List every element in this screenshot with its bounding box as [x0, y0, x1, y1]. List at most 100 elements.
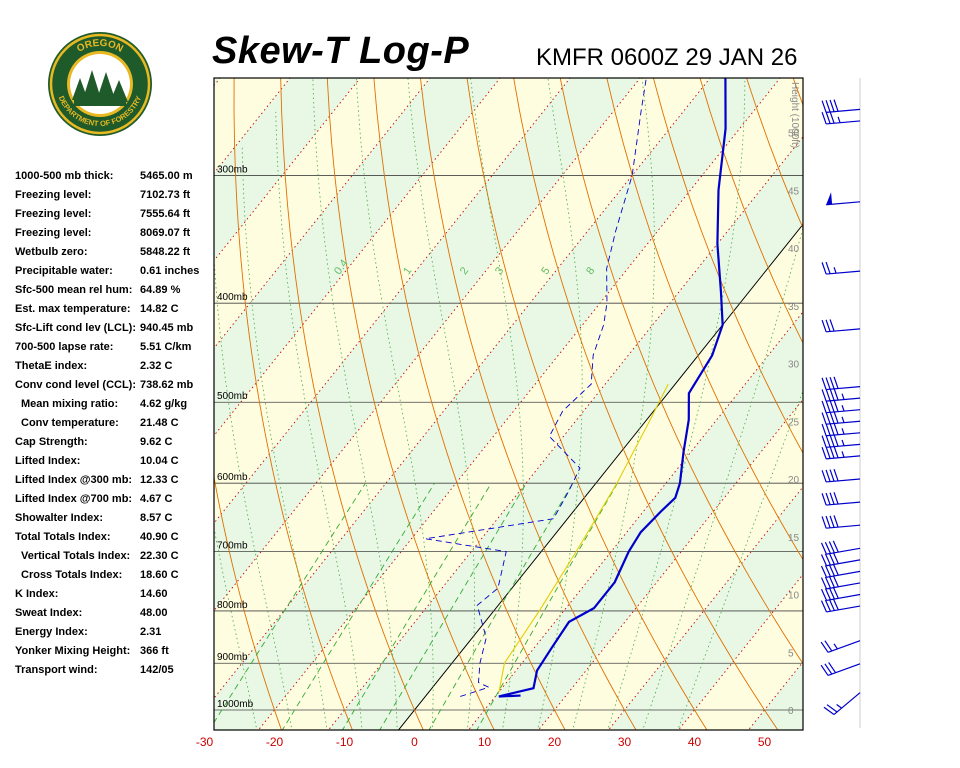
barb-feather	[825, 319, 831, 332]
barb-feather	[828, 599, 835, 611]
stability-indices-panel: 1000-500 mb thick: 5465.00 m Freezing leve…	[15, 167, 215, 680]
wind-barb	[821, 319, 861, 333]
index-label: Vertical Totals Index:	[21, 550, 131, 562]
moist-adiabat	[241, 144, 328, 730]
wind-barb	[820, 598, 861, 613]
barb-staff	[826, 270, 861, 275]
wind-barb	[820, 563, 861, 578]
index-value: 22.30 C	[140, 550, 179, 562]
index-label: Yonker Mixing Height:	[15, 645, 131, 657]
barb-feather	[824, 599, 832, 612]
mixing-ratio-label: 1	[401, 265, 414, 277]
barb-feather	[829, 515, 835, 528]
barb-feather	[825, 411, 831, 425]
barb-feather	[821, 377, 827, 390]
index-label: Lifted Index @700 mb:	[15, 493, 133, 505]
index-value: 8.57 C	[140, 512, 173, 524]
index-label: Sfc-500 mean rel hum:	[15, 284, 133, 296]
temperature-tick-label: 20	[548, 735, 562, 749]
index-value: 2.32 C	[140, 360, 173, 372]
barb-half-feather	[836, 703, 842, 709]
temperature-tick-label: 30	[618, 735, 632, 749]
barb-staff	[826, 386, 861, 391]
pressure-label: 900mb	[217, 652, 248, 663]
moist-adiabat	[312, 78, 398, 730]
index-row: Lifted Index @300 mb: 12.33 C	[15, 471, 215, 490]
index-value: 142/05	[140, 664, 174, 676]
barb-feather	[821, 423, 827, 436]
chart-grid	[136, 0, 960, 736]
barb-feather	[821, 319, 827, 333]
barb-feather	[824, 576, 832, 589]
index-label: Freezing level:	[15, 208, 92, 220]
barb-staff	[826, 559, 861, 567]
index-value: 14.82 C	[140, 303, 179, 315]
barb-feather	[828, 587, 835, 600]
barb-feather	[824, 565, 832, 577]
parcel-path	[498, 383, 669, 692]
barb-feather	[821, 100, 827, 113]
index-label: Lifted Index @300 mb:	[15, 474, 133, 486]
plot-frame	[213, 77, 804, 731]
mixing-ratio-line	[379, 482, 527, 730]
index-row: Vertical Totals Index: 22.30 C	[15, 547, 215, 566]
mixing-ratio-line	[281, 482, 435, 730]
barb-feather	[833, 492, 839, 505]
index-label: Cap Strength:	[15, 436, 88, 448]
wind-barbs	[820, 78, 861, 728]
barb-staff	[826, 593, 861, 601]
temperature-band	[884, 0, 960, 736]
moist-adiabat	[355, 78, 434, 730]
index-label: Total Totals Index:	[15, 531, 111, 543]
barb-feather	[821, 435, 827, 448]
index-value: 10.04 C	[140, 455, 179, 467]
index-row: Freezing level: 8069.07 ft	[15, 224, 215, 243]
temperature-tick-label: 10	[478, 735, 492, 749]
barb-feather	[828, 552, 835, 565]
dry-adiabat	[136, 0, 213, 736]
wind-barb	[821, 261, 861, 275]
barb-feather	[829, 319, 835, 332]
barb-feather	[832, 540, 839, 553]
index-value: 4.67 C	[140, 493, 173, 505]
station-time-label: KMFR 0600Z 29 JAN 26	[536, 44, 798, 71]
barb-staff	[826, 432, 861, 437]
index-value: 12.33 C	[140, 474, 179, 486]
temperature-tick-label: 50	[758, 735, 772, 749]
temperature-tick-label: 40	[688, 735, 702, 749]
barb-staff	[826, 108, 861, 113]
barb-feather	[833, 411, 839, 424]
barb-feather	[825, 446, 831, 459]
isotherm	[954, 0, 960, 736]
index-row: K Index: 14.60	[15, 585, 215, 604]
dry-adiabat	[373, 78, 566, 730]
index-row: Freezing level: 7555.64 ft	[15, 205, 215, 224]
height-tick-label: 20	[788, 475, 800, 486]
wind-barb	[821, 434, 861, 448]
barb-feather	[833, 99, 839, 112]
pressure-label: 500mb	[217, 391, 248, 402]
barb-half-feather	[833, 267, 837, 274]
barb-half-feather	[841, 428, 845, 435]
dry-adiabat	[559, 78, 803, 665]
index-row: ThetaE index: 2.32 C	[15, 357, 215, 376]
index-value: 5848.22 ft	[140, 246, 191, 258]
wind-barb	[820, 540, 861, 555]
index-value: 18.60 C	[140, 569, 179, 581]
barb-feather	[821, 470, 827, 483]
index-value: 5465.00 m	[140, 170, 193, 182]
index-row: Lifted Index: 10.04 C	[15, 452, 215, 471]
isotherm	[814, 0, 960, 736]
temperature-tick-label: -10	[336, 735, 354, 749]
wind-barb	[820, 662, 861, 676]
pressure-label: 600mb	[217, 472, 248, 483]
barb-feather	[829, 423, 835, 436]
barb-feather	[829, 388, 835, 401]
barb-half-feather	[837, 116, 841, 123]
mixing-ratio-label: 8	[584, 265, 597, 277]
barb-feather	[825, 261, 831, 274]
pressure-label: 300mb	[217, 164, 248, 175]
barb-feather	[832, 552, 839, 564]
wind-barb	[820, 586, 861, 601]
temperature-band	[0, 0, 203, 736]
